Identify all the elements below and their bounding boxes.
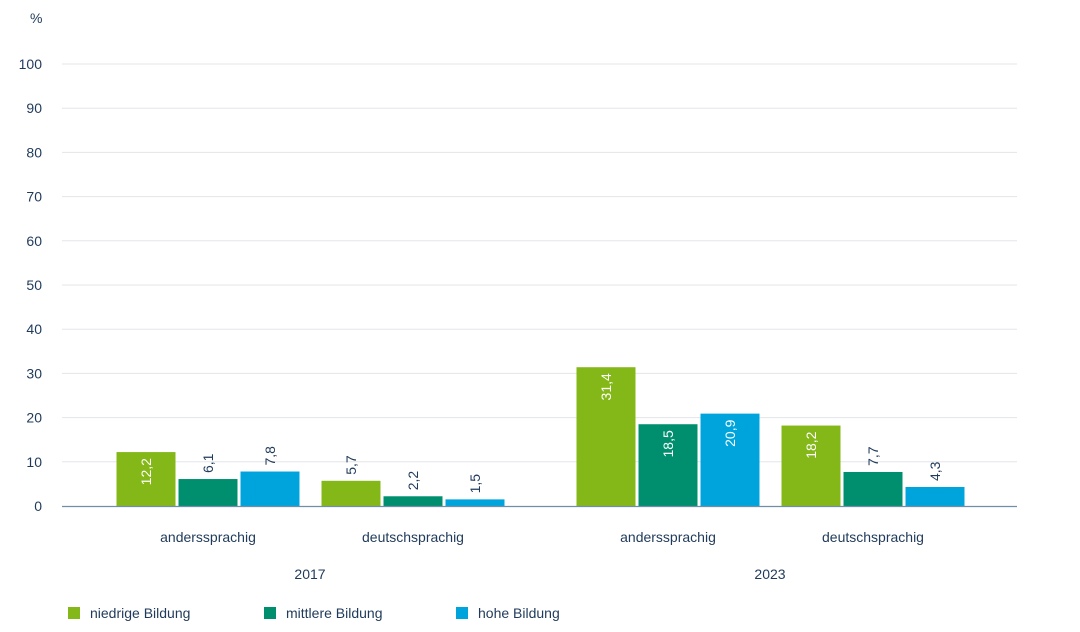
- y-tick-label: 0: [34, 498, 42, 514]
- category-label: anderssprachig: [620, 529, 716, 545]
- bar: [576, 367, 636, 506]
- legend-label: mittlere Bildung: [286, 605, 383, 621]
- data-label: 2,2: [405, 471, 421, 491]
- legend-swatch: [264, 607, 276, 619]
- bar: [116, 452, 176, 506]
- y-tick-label: 20: [26, 410, 42, 426]
- legend-label: hohe Bildung: [478, 605, 560, 621]
- bar: [700, 413, 760, 506]
- y-tick-label: 10: [26, 454, 42, 470]
- y-tick-label: 80: [26, 144, 42, 160]
- data-label: 18,5: [660, 430, 676, 457]
- data-label: 12,2: [138, 458, 154, 485]
- y-tick-label: 90: [26, 100, 42, 116]
- y-tick-label: 50: [26, 277, 42, 293]
- bar: [781, 425, 841, 506]
- bar-chart: % 0 10 20 30 40 50 60 70 80 90 100 12,2 6,1 7,8 anderss…: [19, 10, 1017, 582]
- legend-swatch: [68, 607, 80, 619]
- legend-item: mittlere Bildung: [264, 605, 456, 621]
- bar: [445, 499, 505, 506]
- category-label: anderssprachig: [160, 529, 256, 545]
- category-label: deutschsprachig: [362, 529, 464, 545]
- legend-item: hohe Bildung: [456, 605, 606, 621]
- bar: [240, 471, 300, 506]
- data-label: 1,5: [467, 474, 483, 494]
- y-tick-label: 40: [26, 321, 42, 337]
- legend: niedrige Bildung mittlere Bildung hohe Bil…: [68, 605, 606, 621]
- bar: [178, 479, 238, 506]
- legend-item: niedrige Bildung: [68, 605, 264, 621]
- data-label: 7,8: [262, 446, 278, 466]
- bar: [638, 424, 698, 506]
- data-label: 4,3: [927, 461, 943, 481]
- y-tick-label: 60: [26, 233, 42, 249]
- y-tick-label: 70: [26, 189, 42, 205]
- bar: [321, 480, 381, 506]
- bar: [383, 496, 443, 506]
- data-label: 5,7: [343, 455, 359, 475]
- legend-label: niedrige Bildung: [90, 605, 191, 621]
- category-label: deutschsprachig: [822, 529, 924, 545]
- data-label: 6,1: [200, 453, 216, 473]
- data-label: 18,2: [803, 431, 819, 458]
- group-label: 2023: [754, 566, 785, 582]
- data-label: 31,4: [598, 373, 614, 400]
- bar: [843, 471, 903, 506]
- y-axis-unit: %: [30, 10, 42, 26]
- y-tick-label: 100: [19, 56, 43, 72]
- data-label: 7,7: [865, 446, 881, 466]
- bar: [905, 486, 965, 506]
- group-label: 2017: [294, 566, 325, 582]
- y-tick-label: 30: [26, 365, 42, 381]
- legend-swatch: [456, 607, 468, 619]
- data-label: 20,9: [722, 419, 738, 446]
